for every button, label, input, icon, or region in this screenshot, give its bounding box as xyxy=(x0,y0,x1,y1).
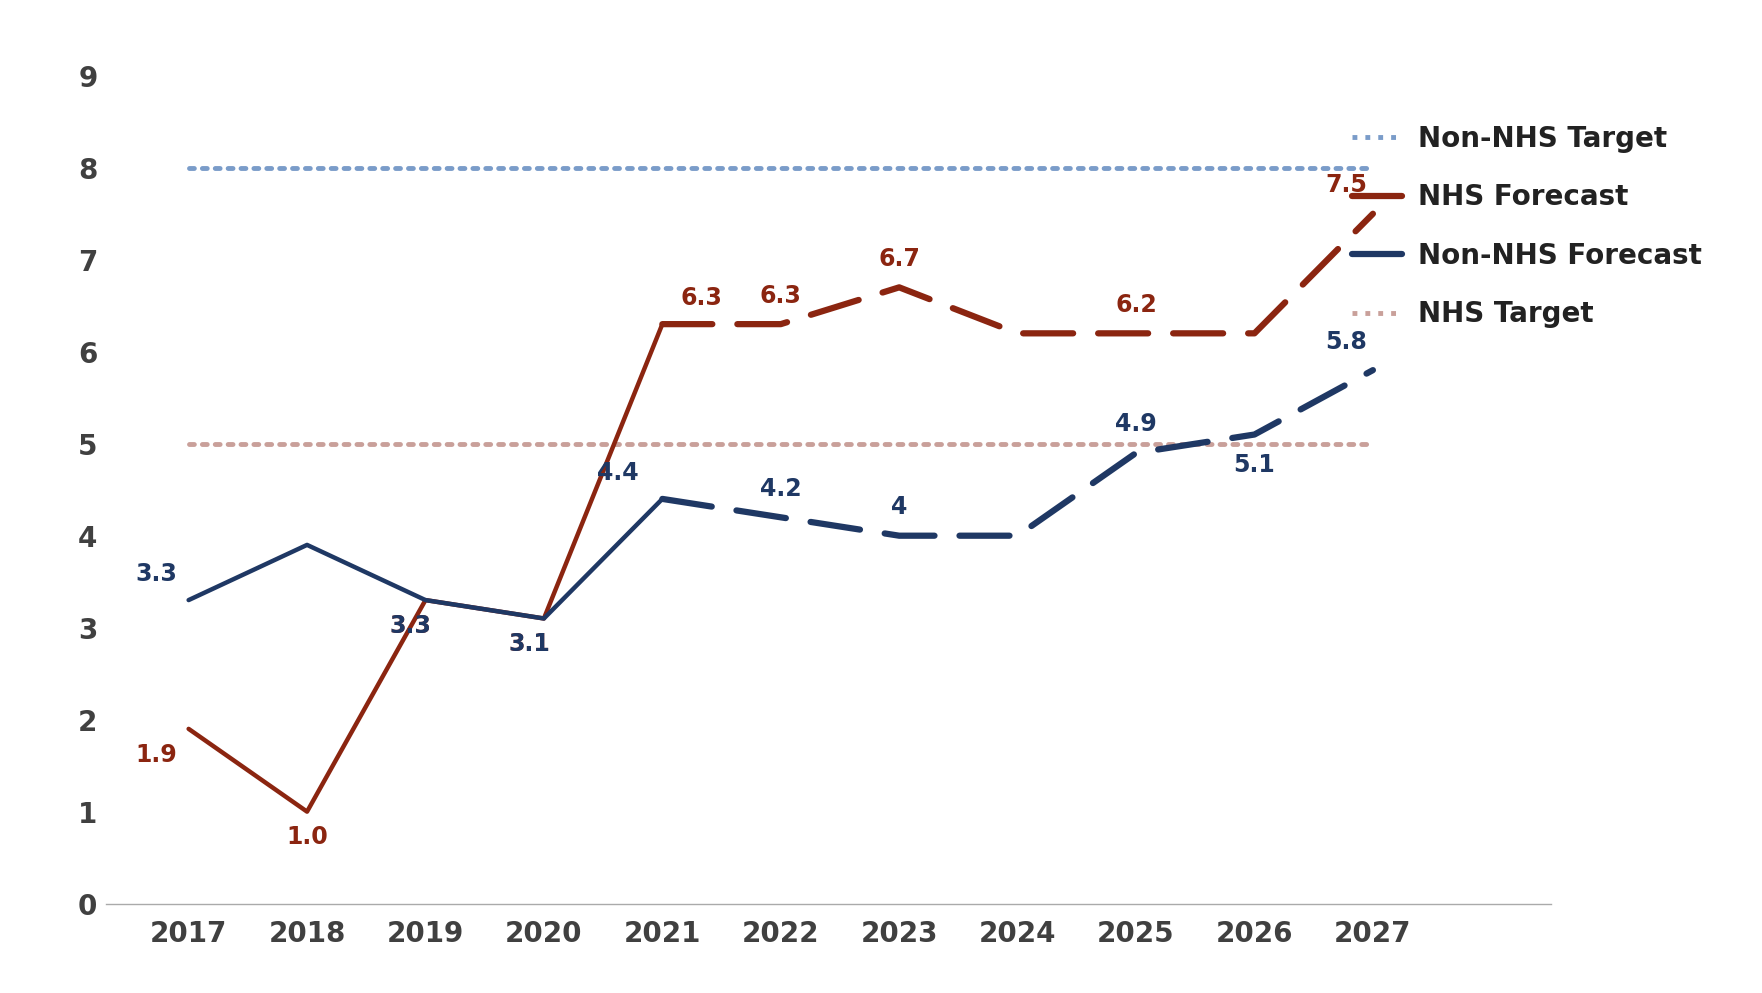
Text: 3.1: 3.1 xyxy=(507,633,550,656)
Text: 5.8: 5.8 xyxy=(1325,330,1367,354)
Text: 4.4: 4.4 xyxy=(597,461,638,486)
Text: 7.5: 7.5 xyxy=(1325,173,1367,198)
Text: 4.9: 4.9 xyxy=(1115,412,1158,436)
Text: 6.3: 6.3 xyxy=(759,284,802,308)
Text: 6.7: 6.7 xyxy=(877,247,920,271)
Text: 3.3: 3.3 xyxy=(389,614,432,638)
Legend: Non-NHS Target, NHS Forecast, Non-NHS Forecast, NHS Target: Non-NHS Target, NHS Forecast, Non-NHS Fo… xyxy=(1341,113,1713,340)
Text: 4.2: 4.2 xyxy=(759,477,802,500)
Text: 3.3: 3.3 xyxy=(136,562,176,586)
Text: 6.3: 6.3 xyxy=(680,286,722,311)
Text: 5.1: 5.1 xyxy=(1233,453,1276,477)
Text: 1.9: 1.9 xyxy=(136,743,176,767)
Text: 3.1: 3.1 xyxy=(507,633,550,656)
Text: 4: 4 xyxy=(892,496,907,519)
Text: 1.0: 1.0 xyxy=(285,825,328,849)
Text: 3.3: 3.3 xyxy=(389,614,432,638)
Text: 6.2: 6.2 xyxy=(1115,293,1158,317)
